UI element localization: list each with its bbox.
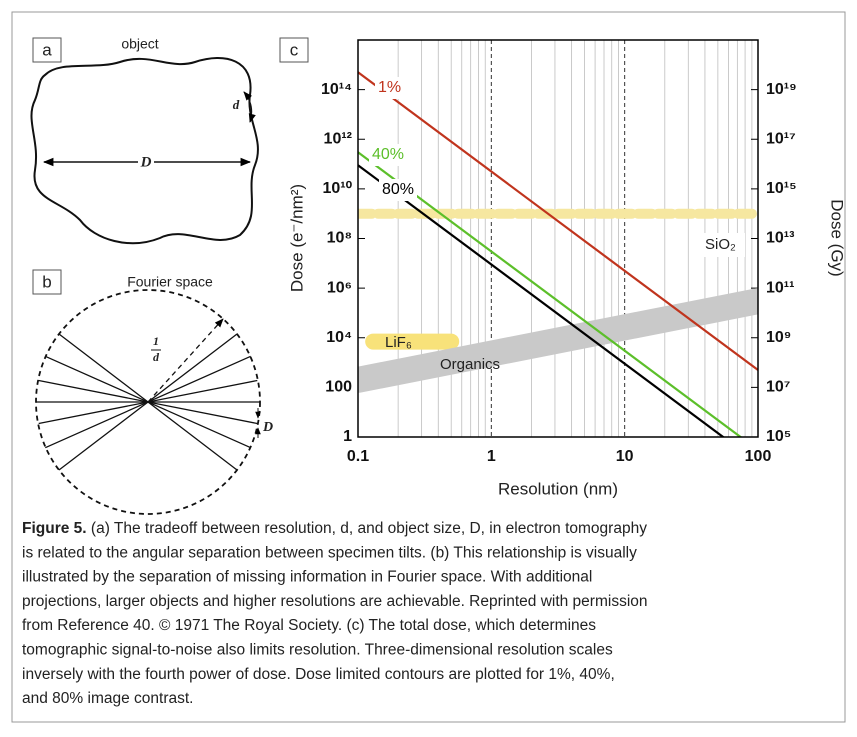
size-label: D — [140, 154, 152, 170]
x-tick-label: 100 — [745, 448, 772, 465]
caption-line: Figure 5. (a) The tradeoff between resol… — [22, 520, 647, 537]
y2-tick-label: 10¹¹ — [766, 279, 794, 296]
plot-content — [358, 71, 758, 437]
y-tick-label: 10⁴ — [326, 329, 352, 346]
caption: Figure 5. (a) The tradeoff between resol… — [22, 520, 648, 707]
x-axis-title: Resolution (nm) — [498, 479, 618, 498]
panel-title: Fourier space — [127, 274, 213, 290]
y-tick-label: 10¹⁴ — [321, 81, 352, 98]
label-bg — [379, 179, 417, 201]
y-tick-label: 100 — [325, 379, 352, 396]
caption-line: inversely with the fourth power of dose.… — [22, 666, 615, 683]
panel-title: object — [121, 36, 158, 52]
band-label: Organics — [440, 356, 500, 373]
caption-line: is related to the angular separation bet… — [22, 544, 637, 561]
figure-border — [11, 11, 846, 723]
y2-tick-label: 10⁵ — [766, 428, 791, 445]
resolution-label: d — [233, 97, 240, 112]
caption-line: and 80% image contrast. — [22, 690, 193, 707]
y2-axis-title: Dose (Gy) — [828, 199, 847, 276]
band-label: LiF₆ — [385, 334, 412, 351]
caption-text: (a) The tradeoff between resolution, d, … — [87, 520, 648, 537]
resolution-arrow — [243, 91, 256, 123]
label-bg — [375, 77, 413, 99]
y2-tick-label: 10¹⁹ — [766, 81, 797, 98]
band — [358, 288, 758, 393]
spacing-arrow — [147, 318, 224, 403]
caption-line: projections, larger objects and higher r… — [22, 593, 648, 610]
series-label: 80% — [382, 181, 414, 198]
y2-tick-label: 10¹⁵ — [766, 180, 797, 197]
label-bg — [138, 154, 154, 170]
band-label: SiO₂ — [705, 236, 736, 253]
y-tick-label: 1 — [343, 428, 352, 445]
spacing-denominator: d — [153, 350, 160, 364]
y-axis-title: Dose (e⁻/nm²) — [287, 184, 306, 292]
series-line — [358, 71, 758, 371]
plot-frame — [357, 39, 759, 438]
panel-label: a — [42, 40, 52, 59]
x-tick-label: 1 — [487, 448, 496, 465]
label-bg — [697, 233, 745, 257]
object-outline — [30, 57, 259, 245]
caption-label: Figure 5. — [22, 520, 87, 537]
spacing-numerator: 1 — [153, 334, 159, 348]
panel-label: c — [290, 40, 299, 59]
plot: 0.1 1 10 100 1 100 10⁴ 10⁶ 10⁸ 10¹⁰ 10¹² 10¹⁴ 10⁵ 10⁷… — [321, 39, 797, 465]
y2-tick-label: 10⁹ — [766, 329, 791, 346]
series-line — [358, 151, 743, 437]
y-tick-label: 10⁶ — [327, 279, 352, 296]
y2-tick-label: 10¹³ — [766, 230, 794, 247]
x-tick-label: 0.1 — [347, 448, 369, 465]
series-label: 1% — [378, 79, 401, 96]
y2-tick-label: 10⁷ — [766, 379, 790, 396]
panel-label: b — [42, 272, 51, 291]
series-label: 40% — [372, 146, 404, 163]
panel-label-box — [32, 37, 62, 63]
caption-line: illustrated by the separation of missing… — [22, 569, 592, 586]
panel-label-box — [279, 37, 309, 63]
gap-label: D — [262, 420, 273, 435]
caption-line: from Reference 40. © 1971 The Royal Soci… — [22, 617, 596, 634]
label-bg — [369, 144, 407, 166]
y-tick-label: 10¹² — [324, 130, 352, 147]
panel-label-box — [32, 269, 62, 295]
y-tick-label: 10⁸ — [327, 230, 352, 247]
x-tick-label: 10 — [616, 448, 634, 465]
caption-line: tomographic signal-to-noise also limits … — [22, 642, 613, 659]
y2-tick-label: 10¹⁷ — [766, 130, 796, 147]
y-tick-label: 10¹⁰ — [322, 180, 352, 197]
series-line — [358, 164, 725, 437]
